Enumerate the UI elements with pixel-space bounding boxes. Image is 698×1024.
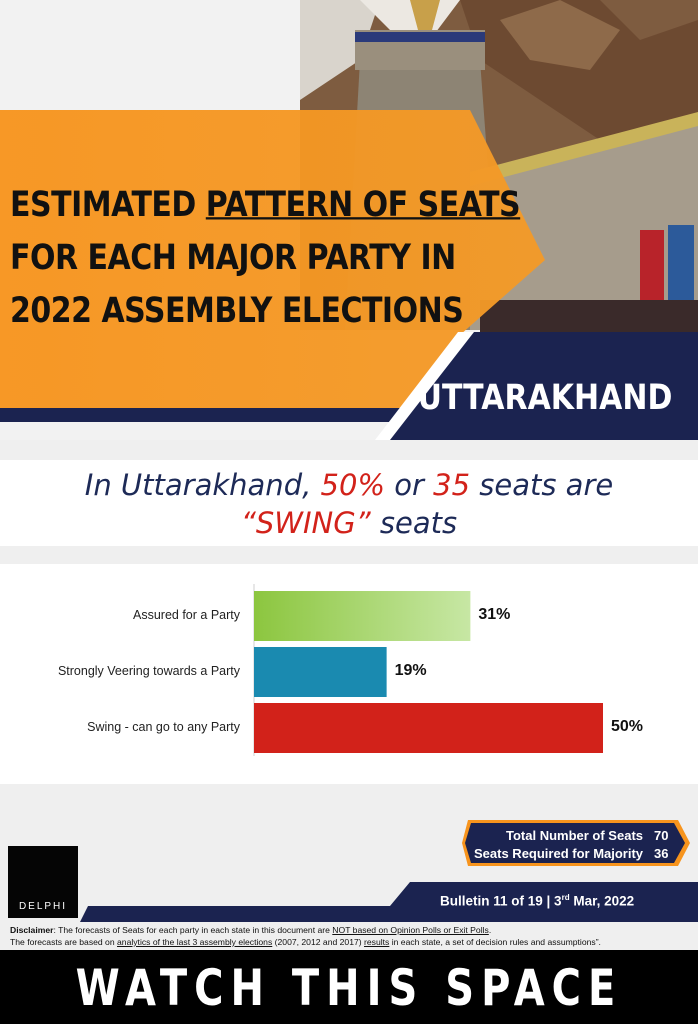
category-label-2: Strongly Veering towards a Party bbox=[57, 664, 240, 678]
value-label-3: 50% bbox=[611, 718, 644, 735]
state-label: UTTARAKHAND bbox=[417, 378, 673, 419]
category-label-3: Swing - can go to any Party bbox=[87, 720, 240, 734]
summary-box bbox=[462, 820, 690, 866]
value-label-1: 31% bbox=[478, 606, 511, 623]
majority-seats-value: 36 bbox=[654, 846, 669, 861]
footer-banner: WATCH THIS SPACE bbox=[0, 950, 698, 1024]
header-temple-photo bbox=[0, 0, 698, 440]
headline-panel: In Uttarakhand, 50% or 35 seats are “SWI… bbox=[0, 460, 698, 546]
delphi-logo: DELPHI bbox=[8, 846, 78, 918]
footer-text: WATCH THIS SPACE bbox=[75, 960, 623, 1018]
disclaimer-line-1: Disclaimer: The forecasts of Seats for e… bbox=[10, 925, 492, 935]
bar-3 bbox=[254, 703, 603, 753]
chart-panel: Assured for a Party Strongly Veering towa… bbox=[0, 564, 698, 784]
bar-chart bbox=[253, 584, 603, 756]
bulletin-bar bbox=[80, 882, 698, 922]
title-line-3: 2022 ASSEMBLY ELECTIONS bbox=[10, 291, 464, 332]
total-seats-label: Total Number of Seats bbox=[506, 828, 644, 843]
total-seats-value: 70 bbox=[654, 828, 669, 843]
headline-line-2: “SWING” seats bbox=[240, 506, 458, 540]
title-line-1: ESTIMATED PATTERN OF SEATS bbox=[10, 185, 521, 226]
bar-2 bbox=[254, 647, 387, 697]
bulletin-label: Bulletin 11 of 19 | 3rd Mar, 2022 bbox=[440, 893, 635, 909]
disclaimer-line-2: The forecasts are based on analytics of … bbox=[10, 937, 601, 947]
title-line-2: FOR EACH MAJOR PARTY IN bbox=[10, 238, 456, 279]
bar-1 bbox=[254, 591, 471, 641]
title-block: ESTIMATED PATTERN OF SEATS FOR EACH MAJO… bbox=[0, 110, 560, 410]
headline-line-1: In Uttarakhand, 50% or 35 seats are bbox=[84, 468, 614, 502]
majority-seats-label: Seats Required for Majority bbox=[474, 846, 644, 861]
logo-text: DELPHI bbox=[18, 901, 68, 912]
value-label-2: 19% bbox=[394, 662, 427, 679]
category-label-1: Assured for a Party bbox=[133, 608, 240, 622]
